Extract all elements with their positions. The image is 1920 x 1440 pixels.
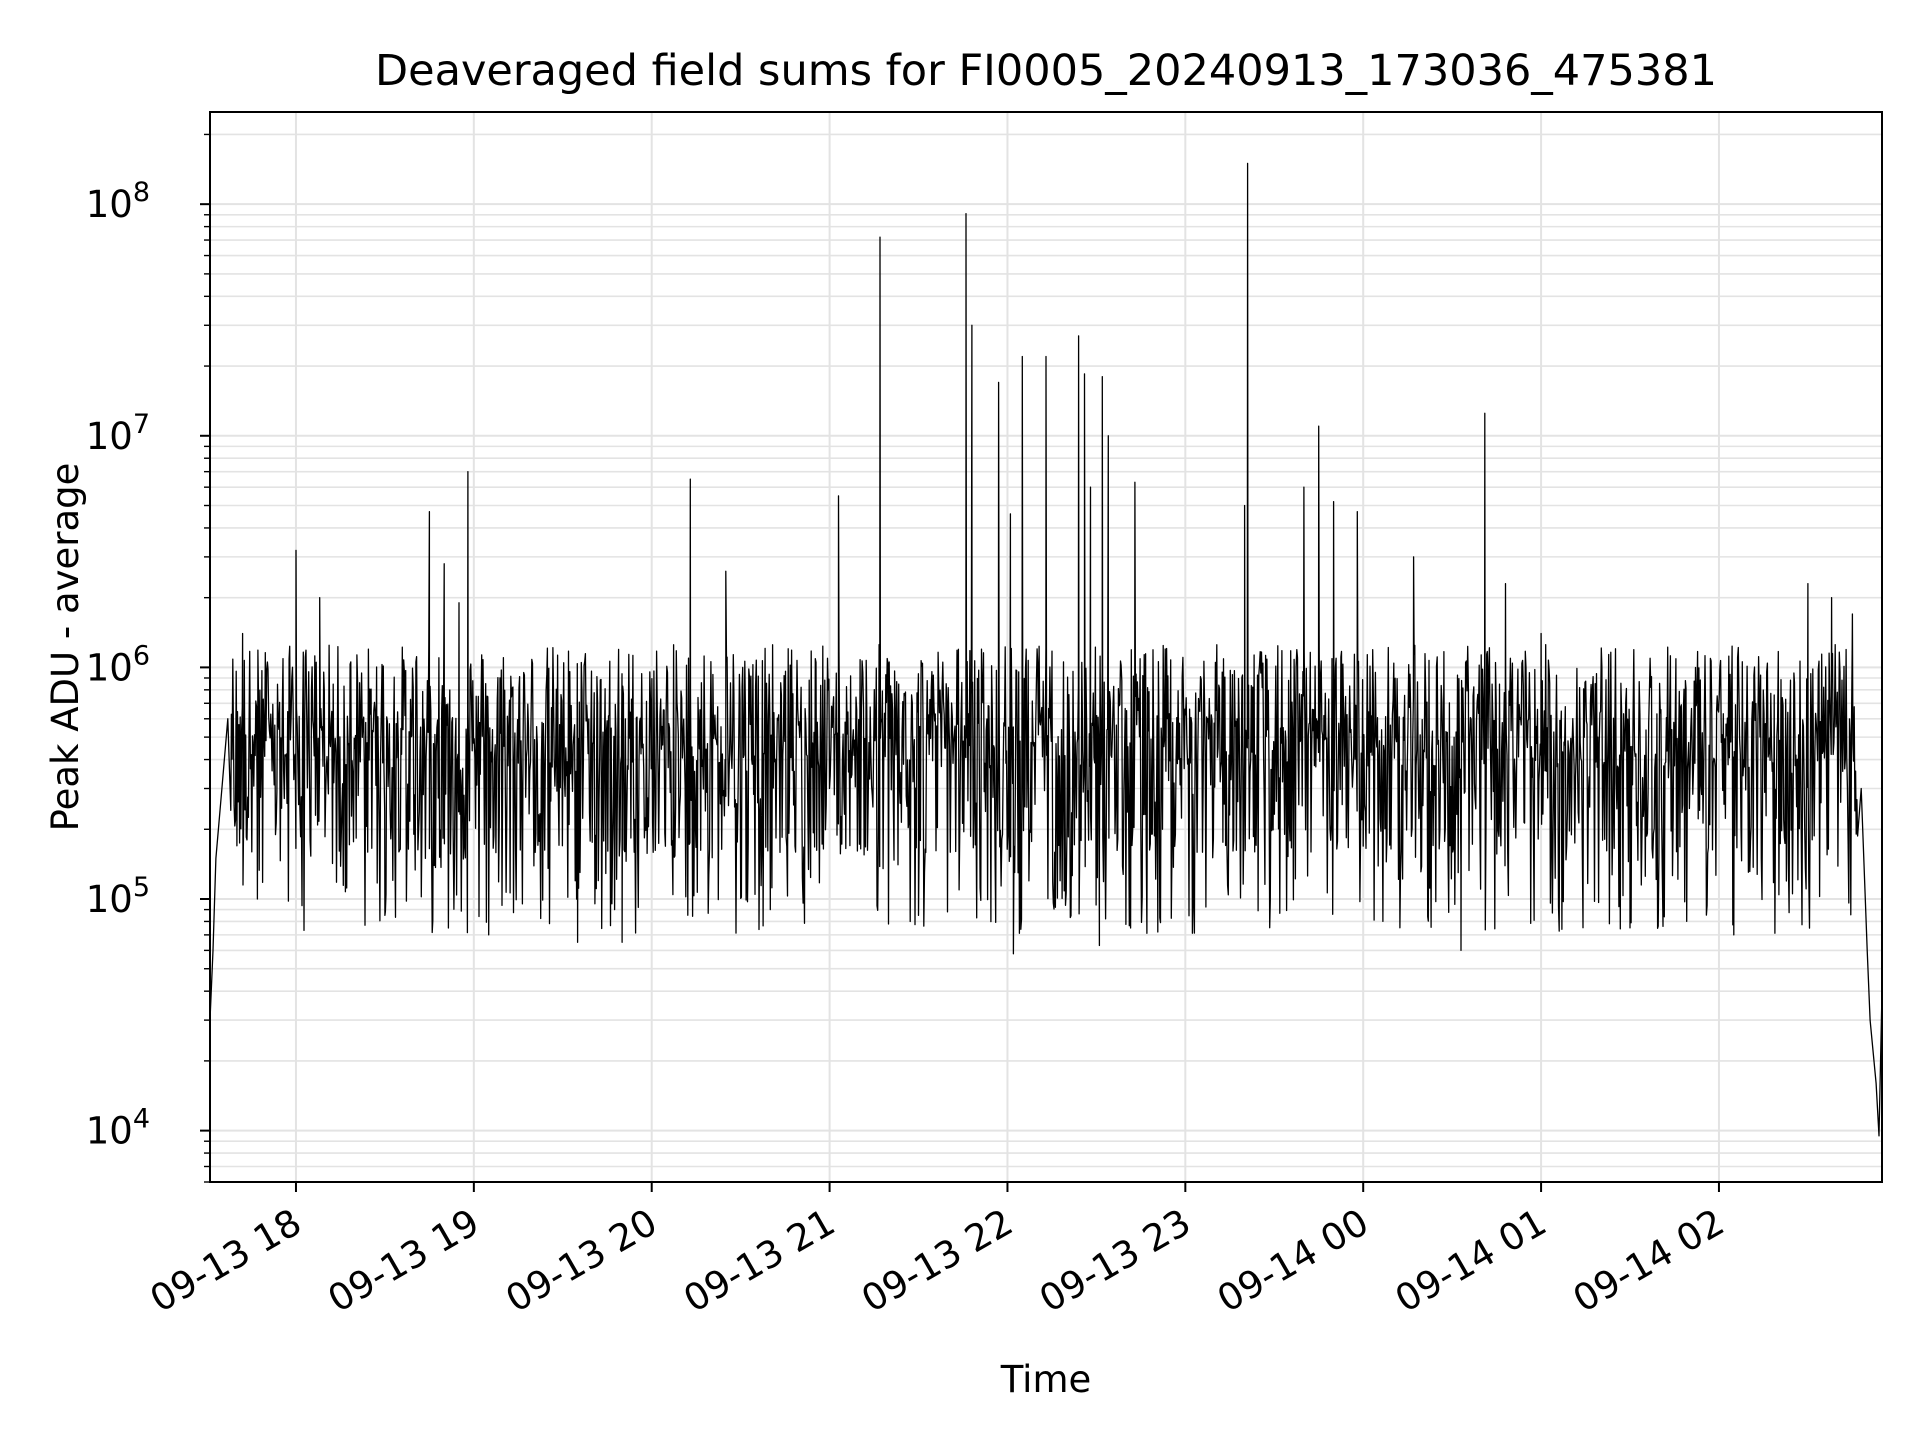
y-tick-label: 105 xyxy=(86,872,150,921)
y-tick-label: 108 xyxy=(86,177,150,226)
y-tick-label: 106 xyxy=(86,640,150,689)
y-axis: 104 105 106 107 108 xyxy=(86,133,210,1183)
y-tick-label: 104 xyxy=(86,1104,150,1153)
x-axis-label: Time xyxy=(1000,1358,1092,1401)
plot-frame xyxy=(209,111,1883,1183)
series-line xyxy=(209,162,1883,1137)
chart-title: Deaveraged field sums for FI0005_2024091… xyxy=(375,46,1717,96)
y-axis-label: Peak ADU - average xyxy=(44,463,87,832)
y-tick-label: 107 xyxy=(86,409,150,458)
